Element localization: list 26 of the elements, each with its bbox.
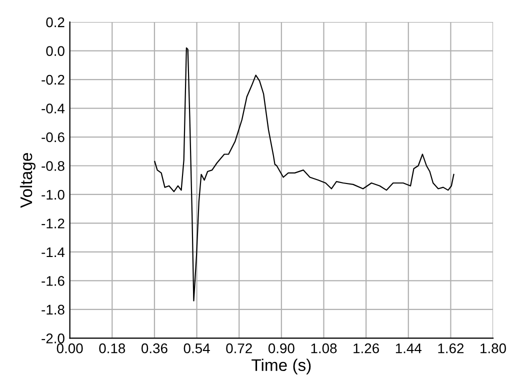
x-tick-label: 0.72 (226, 343, 252, 354)
x-tick-label: 1.26 (354, 343, 379, 354)
y-tick-label: -2.0 (42, 334, 64, 344)
x-tick-label: 1.08 (311, 343, 337, 354)
y-tick-label: 0.2 (46, 17, 64, 28)
y-tick-label: -1.2 (42, 218, 64, 228)
y-tick-label: -1.0 (42, 190, 64, 200)
x-tick-label: 0.18 (99, 343, 126, 354)
y-tick-label: -0.8 (42, 161, 64, 171)
x-tick-label: 0.36 (141, 343, 168, 354)
line-series (154, 47, 454, 302)
x-tick-label: 1.44 (396, 344, 422, 354)
x-tick-label: 0.90 (268, 343, 294, 354)
x-axis-title: Time (s) (252, 358, 311, 374)
y-tick-label: -0.2 (42, 74, 64, 85)
y-tick-label: -1.4 (42, 247, 65, 258)
y-tick-label: -1.6 (42, 276, 64, 286)
y-tick-label: 0.0 (46, 46, 64, 56)
y-tick-label: -0.4 (42, 104, 65, 114)
x-tick-label: 1.62 (438, 343, 464, 354)
y-tick-label: -0.6 (42, 132, 64, 142)
y-axis-title: Voltage (20, 153, 36, 208)
x-tick-label: 1.80 (480, 343, 506, 354)
x-tick-label: 0.00 (56, 343, 83, 354)
y-tick-label: -1.8 (42, 304, 64, 315)
x-tick-label: 0.54 (184, 343, 210, 354)
